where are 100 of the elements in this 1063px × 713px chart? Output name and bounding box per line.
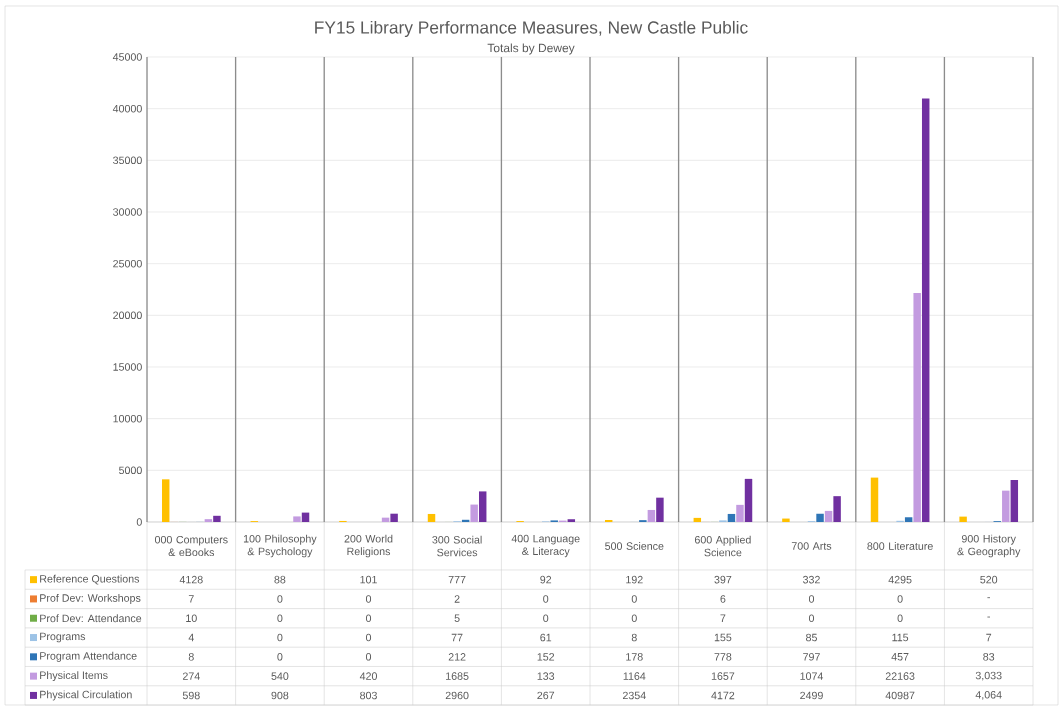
- data-label: 908: [271, 691, 289, 700]
- y-tick-label: 20000: [113, 311, 142, 320]
- data-label: 1657: [711, 672, 735, 680]
- data-label: 0: [808, 614, 815, 623]
- bar: [647, 509, 656, 522]
- data-label: 4172: [711, 691, 735, 700]
- bar: [204, 519, 213, 522]
- legend-label: Reference Questions: [40, 574, 140, 585]
- bar: [567, 519, 576, 522]
- data-label: 457: [891, 653, 909, 661]
- x-tick-label: 400 Language & Literacy: [511, 534, 580, 558]
- data-label: 267: [537, 691, 555, 700]
- data-label: 598: [182, 691, 200, 700]
- data-label: 0: [365, 653, 372, 661]
- data-label: 520: [980, 575, 998, 584]
- bar: [213, 515, 221, 522]
- data-label: 2960: [445, 691, 469, 700]
- bar: [921, 98, 930, 522]
- text: -: [987, 597, 990, 599]
- data-label: 0: [631, 614, 637, 623]
- data-label: 0: [277, 633, 283, 642]
- x-tick-label: 700 Arts: [791, 542, 832, 550]
- bar: [959, 516, 967, 522]
- data-label: 5: [454, 614, 460, 622]
- data-label: 2: [454, 595, 460, 603]
- data-label: 0: [365, 633, 372, 642]
- data-label: 152: [537, 653, 555, 661]
- data-label: 7: [188, 595, 194, 603]
- data-label: 0: [365, 595, 372, 603]
- y-tick-label: 45000: [112, 53, 142, 61]
- data-label: 8: [631, 633, 637, 642]
- bar: [293, 516, 301, 522]
- y-tick-label: 30000: [113, 208, 142, 216]
- y-tick-label: 15000: [113, 363, 142, 371]
- data-label: 0: [277, 614, 283, 623]
- legend-label: Physical Circulation: [40, 690, 132, 701]
- data-label: 0: [808, 595, 815, 603]
- data-label: 0: [543, 595, 549, 603]
- data-label: 1685: [446, 672, 469, 680]
- chart-subtitle: Totals by Dewey: [487, 43, 575, 55]
- bar: [390, 513, 398, 522]
- bar: [904, 517, 913, 522]
- y-tick-label: 0: [136, 518, 142, 526]
- data-label: 77: [451, 633, 463, 642]
- data-label: 332: [803, 575, 820, 584]
- data-label: 0: [277, 653, 283, 661]
- data-label: 0: [897, 614, 903, 623]
- data-label: 2354: [622, 691, 646, 700]
- data-label: 8: [188, 653, 194, 661]
- data-label: 212: [448, 653, 466, 661]
- data-label: 2499: [800, 691, 823, 700]
- data-label: 0: [277, 595, 283, 603]
- y-tick-label: 10000: [113, 414, 142, 423]
- data-label: 155: [714, 633, 732, 642]
- legend-label: Prof Dev: Workshops: [40, 593, 141, 604]
- bar: [727, 513, 736, 522]
- bar: [1002, 490, 1010, 522]
- data-label: 101: [360, 575, 377, 584]
- data-label: 797: [803, 653, 820, 661]
- data-label: 397: [714, 575, 732, 584]
- data-label: 274: [182, 672, 200, 680]
- y-tick-label: 40000: [112, 104, 142, 113]
- bar: [693, 517, 702, 522]
- data-label: 778: [714, 653, 732, 661]
- x-tick-label: 500 Science: [605, 542, 664, 550]
- x-tick-label: 800 Literature: [867, 542, 933, 550]
- data-label: 4: [188, 633, 194, 642]
- bar: [161, 479, 170, 522]
- y-tick-label: 5000: [118, 466, 142, 475]
- x-tick-label: 100 Philosophy & Psychology: [243, 534, 317, 558]
- data-label: 420: [359, 672, 377, 680]
- data-label: 7: [986, 633, 992, 642]
- data-label: 0: [543, 614, 549, 623]
- data-label: 7: [720, 614, 726, 622]
- y-tick-label: 35000: [113, 156, 142, 165]
- data-label: 0: [631, 595, 637, 603]
- bar: [736, 504, 744, 522]
- x-tick-label: 300 Social Services: [432, 535, 482, 557]
- data-label: 6: [720, 595, 726, 603]
- legend-label: Physical Items: [40, 671, 108, 682]
- bar: [913, 292, 921, 522]
- bar: [782, 518, 790, 522]
- bar: [870, 477, 879, 522]
- chart-title: FY15 Library Performance Measures, New Castle Public: [315, 20, 748, 38]
- x-tick-label: 600 Applied Science: [694, 535, 751, 557]
- bar: [301, 512, 310, 522]
- text: -: [987, 616, 990, 618]
- legend-label: Programs: [40, 632, 86, 643]
- data-label: 3,033: [975, 671, 1002, 681]
- data-label: 803: [360, 691, 377, 700]
- data-label: 83: [983, 653, 995, 661]
- data-label: 0: [897, 595, 903, 603]
- data-label: 178: [626, 653, 643, 661]
- data-label: 540: [271, 672, 289, 680]
- bar: [833, 496, 841, 522]
- bar: [1010, 479, 1019, 522]
- data-label: 40987: [885, 691, 915, 700]
- legend-label: Program Attendance: [40, 651, 137, 662]
- data-label: 1164: [623, 672, 646, 680]
- data-label: 92: [540, 575, 552, 584]
